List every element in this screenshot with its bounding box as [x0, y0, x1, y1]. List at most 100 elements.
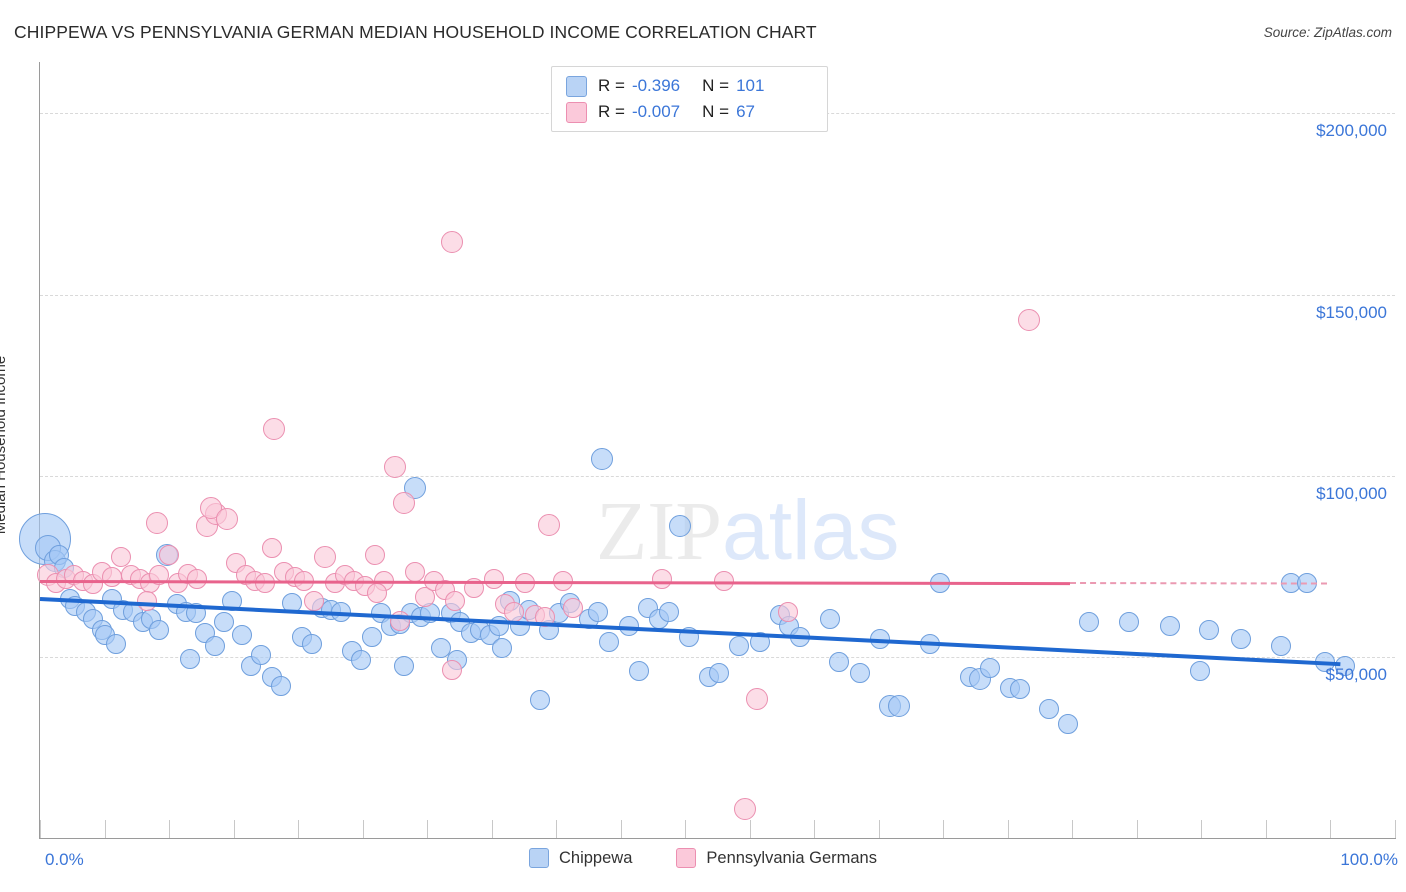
data-point[interactable]	[1119, 612, 1140, 633]
data-point[interactable]	[1189, 661, 1210, 682]
data-point[interactable]	[414, 587, 435, 608]
data-point[interactable]	[214, 612, 235, 633]
data-point[interactable]	[870, 628, 891, 649]
data-point[interactable]	[231, 625, 252, 646]
data-point[interactable]	[599, 632, 620, 653]
data-point[interactable]	[529, 690, 550, 711]
data-point[interactable]	[394, 655, 415, 676]
data-point[interactable]	[515, 572, 536, 593]
data-point[interactable]	[111, 547, 132, 568]
data-point[interactable]	[405, 561, 426, 582]
data-point[interactable]	[489, 616, 510, 637]
data-point[interactable]	[929, 572, 950, 593]
series-legend-item-pennsylvania-germans[interactable]: Pennsylvania Germans	[676, 848, 877, 868]
data-point[interactable]	[263, 417, 286, 440]
data-point[interactable]	[668, 515, 691, 538]
data-point[interactable]	[215, 508, 238, 531]
data-point[interactable]	[829, 652, 850, 673]
data-point[interactable]	[441, 659, 462, 680]
data-point[interactable]	[149, 565, 170, 586]
data-point[interactable]	[204, 636, 225, 656]
data-point[interactable]	[708, 663, 729, 684]
series-legend-item-chippewa[interactable]: Chippewa	[529, 848, 632, 868]
data-point[interactable]	[105, 634, 126, 655]
data-point[interactable]	[1018, 308, 1041, 331]
data-point[interactable]	[271, 675, 292, 696]
data-point[interactable]	[628, 661, 649, 682]
data-point[interactable]	[222, 590, 243, 611]
data-point[interactable]	[920, 634, 941, 655]
data-point[interactable]	[1271, 636, 1292, 656]
data-point[interactable]	[562, 597, 583, 618]
data-point[interactable]	[658, 601, 679, 622]
data-point[interactable]	[330, 601, 351, 622]
data-point[interactable]	[535, 607, 556, 628]
data-point[interactable]	[749, 632, 770, 653]
data-point[interactable]	[679, 626, 700, 647]
data-point[interactable]	[492, 637, 513, 658]
data-point[interactable]	[185, 603, 206, 624]
data-point[interactable]	[367, 583, 388, 604]
data-point[interactable]	[1199, 619, 1220, 640]
data-point[interactable]	[1314, 652, 1335, 673]
data-point[interactable]	[1058, 713, 1079, 734]
data-point[interactable]	[254, 572, 275, 593]
data-point[interactable]	[504, 601, 525, 622]
data-point[interactable]	[553, 570, 574, 591]
data-point[interactable]	[790, 626, 811, 647]
data-point[interactable]	[361, 626, 382, 647]
data-point[interactable]	[180, 648, 201, 669]
data-point[interactable]	[1230, 628, 1251, 649]
data-point[interactable]	[777, 601, 798, 622]
data-point[interactable]	[313, 546, 336, 569]
n-label-chippewa: N =	[702, 76, 730, 95]
data-point[interactable]	[588, 601, 609, 622]
data-point[interactable]	[745, 687, 768, 710]
data-point[interactable]	[888, 694, 911, 717]
data-point[interactable]	[733, 798, 756, 821]
data-point[interactable]	[303, 590, 324, 611]
data-point[interactable]	[849, 663, 870, 684]
data-point[interactable]	[101, 567, 122, 588]
data-point[interactable]	[250, 645, 271, 666]
data-point[interactable]	[1296, 572, 1317, 593]
data-point[interactable]	[390, 610, 411, 631]
data-point[interactable]	[1009, 679, 1030, 700]
data-point[interactable]	[431, 637, 452, 658]
data-point[interactable]	[1039, 699, 1060, 720]
data-point[interactable]	[158, 545, 179, 566]
x-tick-20	[1330, 820, 1332, 838]
data-point[interactable]	[729, 636, 750, 656]
data-point[interactable]	[187, 568, 208, 589]
data-point[interactable]	[1160, 616, 1181, 637]
x-tick-6	[427, 820, 429, 838]
r-value-chippewa: -0.396	[631, 76, 681, 95]
data-point[interactable]	[444, 590, 465, 611]
stats-legend-row-chippewa: R = -0.396 N = 101	[566, 73, 764, 99]
data-point[interactable]	[538, 513, 561, 536]
data-point[interactable]	[591, 448, 614, 471]
data-point[interactable]	[145, 511, 168, 534]
data-point[interactable]	[1334, 655, 1355, 676]
data-point[interactable]	[261, 538, 282, 559]
data-point[interactable]	[651, 568, 672, 589]
data-point[interactable]	[294, 570, 315, 591]
data-point[interactable]	[483, 568, 504, 589]
data-point[interactable]	[149, 619, 170, 640]
data-point[interactable]	[463, 578, 484, 599]
data-point[interactable]	[819, 608, 840, 629]
data-point[interactable]	[137, 590, 158, 611]
data-point[interactable]	[364, 545, 385, 566]
data-point[interactable]	[440, 231, 463, 254]
data-point[interactable]	[979, 657, 1000, 678]
x-axis-min-label: 0.0%	[45, 850, 84, 869]
data-point[interactable]	[393, 491, 416, 514]
data-point[interactable]	[1078, 612, 1099, 633]
x-tick-16	[1072, 820, 1074, 838]
data-point[interactable]	[302, 634, 323, 655]
data-point[interactable]	[714, 570, 735, 591]
data-point[interactable]	[282, 592, 303, 613]
data-point[interactable]	[619, 616, 640, 637]
data-point[interactable]	[384, 455, 406, 478]
data-point[interactable]	[351, 650, 372, 671]
